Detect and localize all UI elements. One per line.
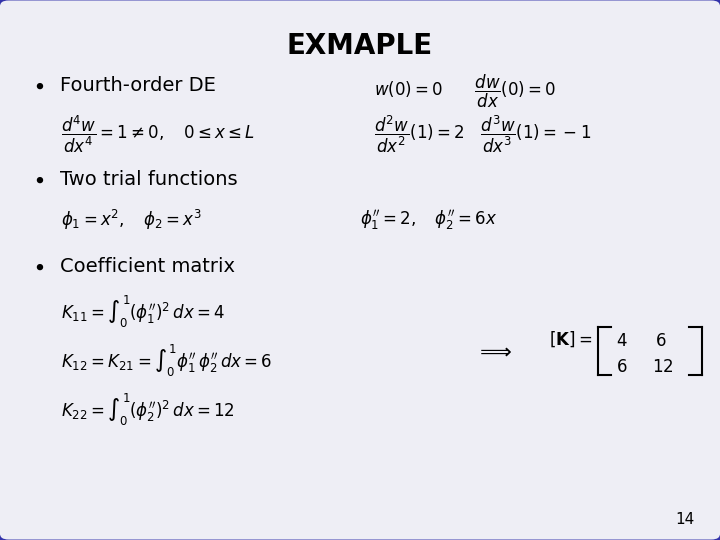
Text: $K_{12} = K_{21} = \int_0^1 \phi_1''\,\phi_2''\, dx = 6$: $K_{12} = K_{21} = \int_0^1 \phi_1''\,\p… — [61, 343, 272, 379]
Text: $6$: $6$ — [616, 358, 627, 376]
Text: $\phi_1 = x^2, \quad \phi_2 = x^3$: $\phi_1 = x^2, \quad \phi_2 = x^3$ — [61, 208, 202, 232]
Text: Coefficient matrix: Coefficient matrix — [60, 256, 235, 275]
Text: $\phi_1'' = 2, \quad \phi_2'' = 6x$: $\phi_1'' = 2, \quad \phi_2'' = 6x$ — [360, 208, 498, 232]
Text: $K_{22} = \int_0^1 (\phi_2'')^2\, dx = 12$: $K_{22} = \int_0^1 (\phi_2'')^2\, dx = 1… — [61, 392, 235, 428]
Text: Two trial functions: Two trial functions — [60, 170, 238, 189]
Text: 14: 14 — [675, 511, 695, 526]
Text: $\bullet$: $\bullet$ — [32, 170, 45, 190]
Text: EXMAPLE: EXMAPLE — [287, 32, 433, 60]
Text: $K_{11} = \int_0^1 (\phi_1'')^2\, dx = 4$: $K_{11} = \int_0^1 (\phi_1'')^2\, dx = 4… — [61, 294, 225, 330]
Text: $[\mathbf{K}] = $: $[\mathbf{K}] = $ — [549, 329, 592, 349]
Text: $\dfrac{d^4w}{dx^4} = 1 \neq 0, \quad 0 \leq x \leq L$: $\dfrac{d^4w}{dx^4} = 1 \neq 0, \quad 0 … — [61, 113, 255, 155]
Text: $\dfrac{d^2w}{dx^2}(1) = 2 \quad \dfrac{d^3w}{dx^3}(1) = -1$: $\dfrac{d^2w}{dx^2}(1) = 2 \quad \dfrac{… — [374, 113, 592, 155]
Text: $6$: $6$ — [655, 332, 667, 350]
Text: Fourth-order DE: Fourth-order DE — [60, 76, 215, 94]
Text: $4$: $4$ — [616, 332, 627, 350]
Text: $\bullet$: $\bullet$ — [32, 76, 45, 96]
Text: $\bullet$: $\bullet$ — [32, 256, 45, 276]
Text: $w(0) = 0 \qquad \dfrac{dw}{dx}(0) = 0$: $w(0) = 0 \qquad \dfrac{dw}{dx}(0) = 0$ — [374, 73, 557, 110]
Text: $\Longrightarrow$: $\Longrightarrow$ — [475, 341, 513, 361]
Text: $12$: $12$ — [652, 358, 673, 376]
